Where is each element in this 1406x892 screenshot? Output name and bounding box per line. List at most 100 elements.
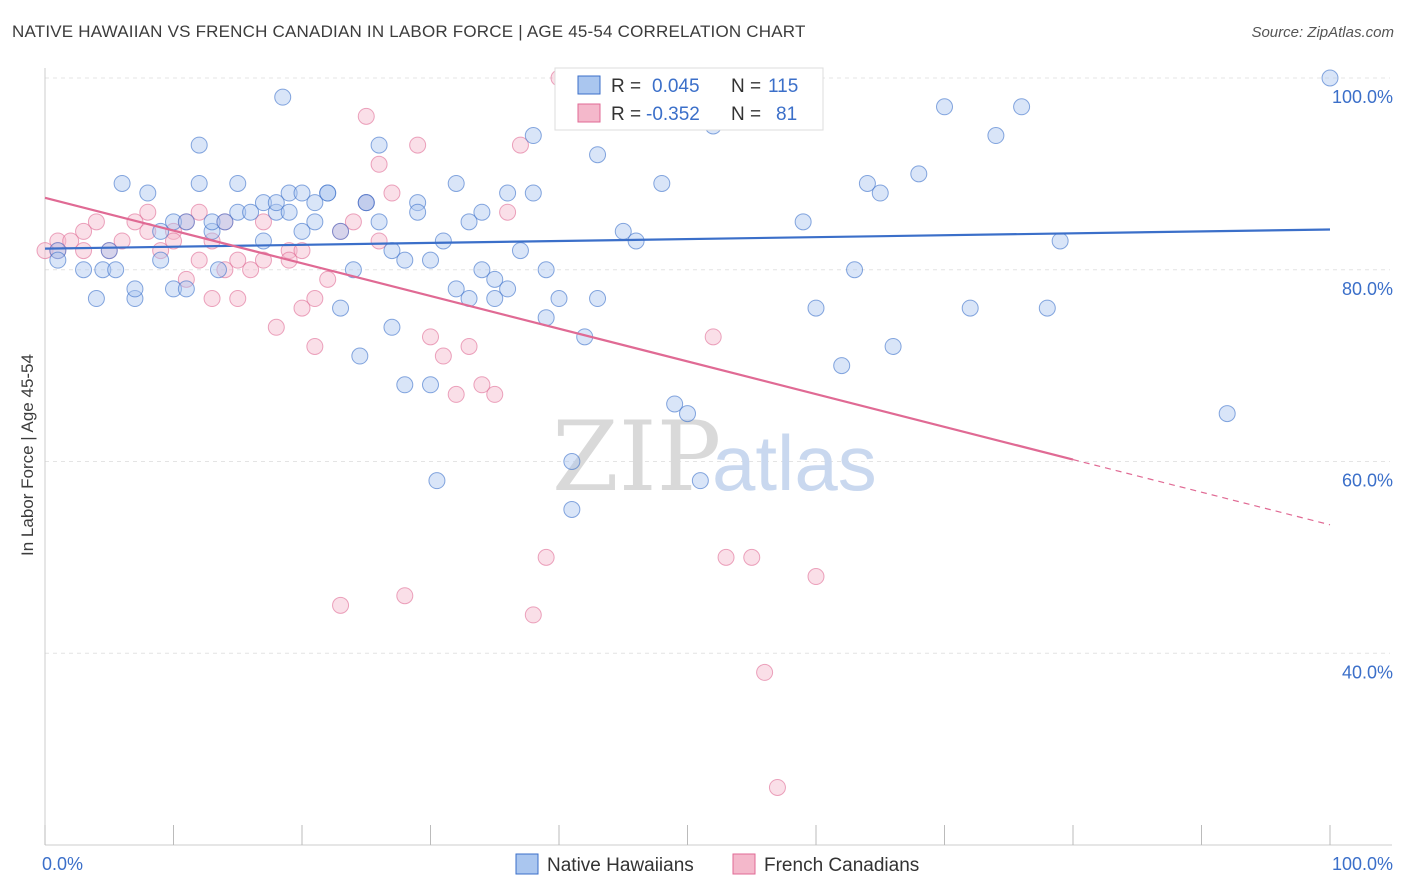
native-hawaiian-point (396, 251, 414, 269)
native-hawaiian-point (910, 165, 928, 183)
native-hawaiian-point (691, 472, 709, 490)
native-hawaiian-point (871, 184, 889, 202)
french-canadian-point (524, 606, 542, 624)
french-canadian-point (357, 107, 375, 125)
native-hawaiian-point (1013, 98, 1031, 116)
native-hawaiian-point (254, 232, 272, 250)
native-hawaiian-point (447, 174, 465, 192)
native-hawaiian-point (267, 194, 285, 212)
native-hawaiian-point (357, 194, 375, 212)
french-canadian-point (807, 568, 825, 586)
french-canadian-point (190, 203, 208, 221)
native-hawaiian-point (486, 270, 504, 288)
french-canadian-point (717, 548, 735, 566)
french-canadian-point (473, 376, 491, 394)
french-canadian-point (306, 337, 324, 355)
french-canadian-point (280, 242, 298, 260)
trend-lines (44, 196, 1331, 526)
native-hawaiian-point (100, 242, 118, 260)
french-canadian-point (75, 242, 93, 260)
native-hawaiian-point (229, 174, 247, 192)
native-hawaiian-point (274, 88, 292, 106)
native-hawaiian-point (589, 146, 607, 164)
watermark-atlas: atlas (712, 419, 877, 507)
french-canadian-point (36, 242, 54, 260)
french-canadian-point (768, 778, 786, 796)
native-hawaiian-point (1038, 299, 1056, 317)
legend-swatch-native-hawaiians (515, 853, 539, 875)
pink-n-label: N = (731, 104, 761, 125)
french-canadian-point (165, 232, 182, 250)
french-canadian-point (177, 270, 195, 288)
legend-swatch-french-canadians (732, 853, 756, 875)
y-axis-title: In Labor Force | Age 45-54 (18, 354, 37, 556)
native-hawaiian-point (126, 290, 144, 308)
native-hawaiian-point (113, 174, 131, 192)
french-canadian-point (190, 251, 208, 269)
french-canadian-point (422, 328, 439, 346)
native-hawaiian-point (332, 299, 350, 317)
native-hawaiian-point (409, 203, 427, 221)
native-hawaiian-point (422, 251, 439, 269)
french-canadian-point (113, 232, 131, 250)
blue-n-value: 115 (768, 76, 798, 97)
native-hawaiian-point (833, 357, 851, 375)
blue-swatch (577, 75, 601, 95)
native-hawaiian-point (190, 136, 208, 154)
native-hawaiian-point (306, 194, 324, 212)
x-tick-label: 100.0% (1332, 854, 1393, 874)
french-canadian-point (139, 203, 157, 221)
native-hawaiian-point (370, 136, 388, 154)
native-hawaiian-point (209, 261, 227, 279)
x-tick-labels: 0.0% 100.0% (42, 854, 1393, 874)
french-canadian-point (254, 251, 272, 269)
native-hawaiian-point (242, 203, 260, 221)
french-canadian-point (332, 596, 350, 614)
y-tick-label: 80.0% (1342, 279, 1393, 299)
french-canadian-point (486, 385, 504, 403)
pink-n-value: 81 (776, 104, 797, 125)
french-canadian-point (306, 290, 324, 308)
x-tick-label: 0.0% (42, 854, 83, 874)
y-tick-label: 60.0% (1342, 471, 1393, 491)
native-hawaiian-point (267, 203, 285, 221)
native-hawaiian-point (511, 242, 529, 260)
french-canadian-point (499, 203, 517, 221)
native-hawaiian-point (589, 290, 607, 308)
french-canadian-point (756, 663, 774, 681)
native-hawaiian-point (473, 261, 491, 279)
french-canadian-point (87, 213, 105, 231)
legend-label-french-canadians: French Canadians (764, 855, 919, 876)
native-hawaiian-point (177, 280, 195, 298)
native-hawaiian-point (563, 453, 581, 470)
french-canadian-point (447, 385, 465, 403)
native-hawaiian-point (344, 261, 362, 279)
native-hawaiian-point (653, 174, 671, 192)
native-hawaiian-point (858, 174, 876, 192)
french-canadian-point (409, 136, 427, 154)
native-hawaiian-point (370, 213, 388, 231)
native-hawaiian-point (499, 280, 517, 298)
native-hawaiian-point (332, 222, 350, 240)
french-canadian-point (434, 347, 452, 365)
french-canadian-trendline (44, 196, 1074, 461)
french-canadian-point (743, 548, 761, 566)
french-canadian-point (370, 232, 388, 250)
native-hawaiian-point (563, 500, 581, 518)
french-canadian-point (293, 299, 311, 317)
native-hawaiian-point (447, 280, 465, 298)
french-canadian-point (75, 222, 93, 240)
y-tick-labels: 100.0% 80.0% 60.0% 40.0% (1332, 87, 1393, 682)
native-hawaiian-point (884, 337, 902, 355)
native-hawaiian-point (499, 184, 517, 202)
blue-r-label: R = (611, 76, 641, 97)
source-credit: Source: ZipAtlas.com (1251, 24, 1394, 41)
native-hawaiian-point (428, 472, 446, 490)
native-hawaiian-point (524, 127, 542, 145)
legend-label-native-hawaiians: Native Hawaiians (547, 855, 694, 876)
french-canadian-point (537, 548, 555, 566)
native-hawaiian-point (679, 405, 696, 423)
french-canadian-point (242, 261, 260, 279)
french-canadian-trendline-extension (1072, 459, 1331, 526)
